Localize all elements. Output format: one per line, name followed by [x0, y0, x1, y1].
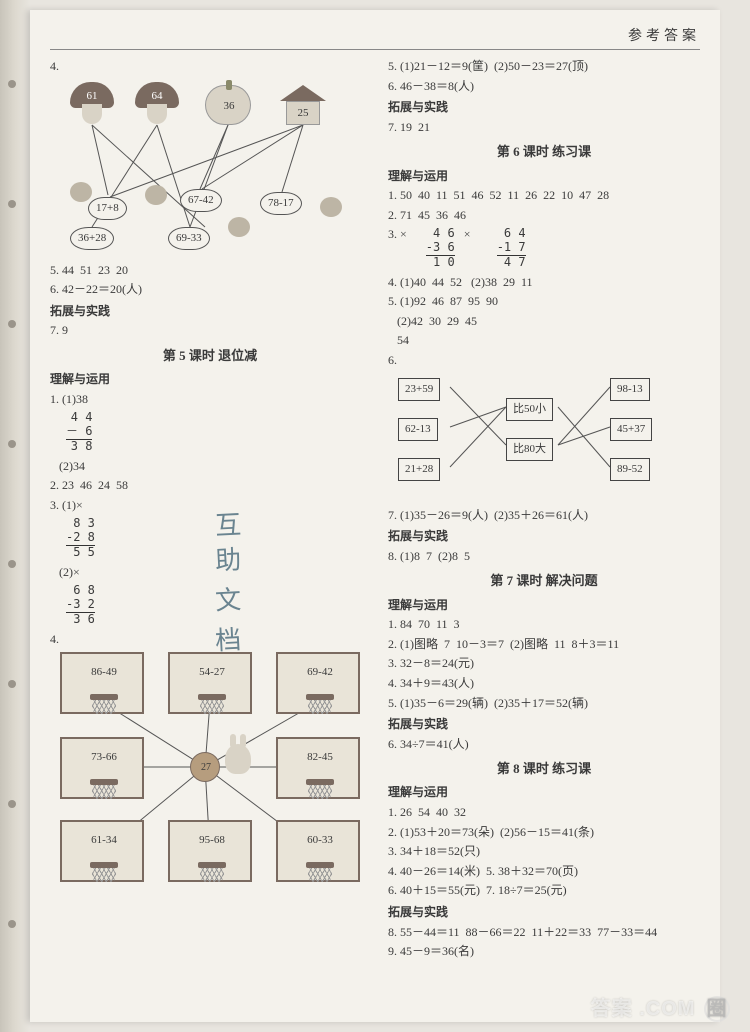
l8-q4: 4. 40－26＝14(米) 5. 38＋32＝70(页): [388, 862, 700, 881]
l7-q5: 5. (1)35－6＝29(辆) (2)35＋17＝52(辆): [388, 694, 700, 713]
l6-q2: 2. 71 45 36 46: [388, 206, 700, 225]
r-q7: 7. 19 21: [388, 118, 700, 137]
l6-q8: 8. (1)8 7 (2)8 5: [388, 547, 700, 566]
l7-q6: 6. 34÷7＝41(人): [388, 735, 700, 754]
l8-q6: 6. 40＋15＝55(元) 7. 18÷7＝25(元): [388, 881, 700, 900]
l7-q1: 1. 84 70 11 3: [388, 615, 700, 634]
l6-q4: 4. (1)40 44 52 (2)38 29 11: [388, 273, 700, 292]
l6-q3m: ×: [464, 225, 478, 244]
l5-q3a: 3. (1)×: [50, 496, 370, 515]
hoop: 60-33: [276, 820, 360, 882]
handwriting-2: 助: [214, 539, 242, 577]
animal-icon: [70, 182, 92, 202]
compare-box: 比50小: [506, 398, 553, 421]
l8-q3: 3. 34＋18＝52(只): [388, 842, 700, 861]
p4-top-item: 25: [280, 85, 326, 125]
animal-icon: [228, 217, 250, 237]
expr-oval: 17+8: [88, 197, 127, 220]
expr-oval: 36+28: [70, 227, 114, 250]
hoop: 95-68: [168, 820, 252, 882]
understand-header: 理解与运用: [50, 370, 370, 389]
handwriting-3: 文: [214, 579, 242, 617]
compare-box: 21+28: [398, 458, 440, 481]
l6-q7: 7. (1)35－26＝9(人) (2)35＋26＝61(人): [388, 506, 700, 525]
l8-q1: 1. 26 54 40 32: [388, 803, 700, 822]
l7-q4: 4. 34＋9＝43(人): [388, 674, 700, 693]
lesson5-title: 第 5 课时 退位减: [50, 346, 370, 366]
l8-q9: 9. 45－9＝36(名): [388, 942, 700, 961]
l8-q2: 2. (1)53＋20＝73(朵) (2)56－15＝41(条): [388, 823, 700, 842]
p4-top-item: 64: [135, 82, 179, 126]
compare-box: 98-13: [610, 378, 650, 401]
expr-oval: 69-33: [168, 227, 210, 250]
hoop: 73-66: [60, 737, 144, 799]
vmath-r1: 4 6-3 61 0: [426, 227, 455, 269]
lesson7-title: 第 7 课时 解决问题: [388, 571, 700, 591]
right-column: 5. (1)21－12＝9(筐) (2)50－23＝27(顶) 6. 46－38…: [388, 56, 700, 1007]
l7-q3: 3. 32－8＝24(元): [388, 654, 700, 673]
r-ly6: 理解与运用: [388, 167, 700, 186]
l7-ext: 拓展与实践: [388, 715, 700, 734]
l7-q2: 2. (1)图略 7 10－3＝7 (2)图略 11 8＋3＝11: [388, 635, 700, 654]
l6-q5a: 5. (1)92 46 87 95 90: [388, 292, 700, 311]
handwriting-4: 档: [214, 619, 242, 657]
l6-q1: 1. 50 40 11 51 46 52 11 26 22 10 47 28: [388, 186, 700, 205]
vmath-4: 6 8 -3 2 3 6: [66, 584, 95, 626]
expr-oval: 78-17: [260, 192, 302, 215]
l5-q4-label: 4.: [50, 630, 370, 649]
compare-box: 62-13: [398, 418, 438, 441]
p4-top-item: 36: [205, 85, 251, 125]
site-watermark: 答案 .COM 圈: [591, 992, 730, 1022]
expr-oval: 67-42: [180, 189, 222, 212]
p4-top-item: 61: [70, 82, 114, 126]
q7: 7. 9: [50, 321, 370, 340]
left-column: 4. 61 64 36 25 17+8 67-42 78-17 36+28 69-33 5. 4…: [50, 56, 370, 1007]
q5: 5. 44 51 23 20: [50, 261, 370, 280]
vmath-r2: 6 4-1 74 7: [497, 227, 526, 269]
compare-box: 45+37: [610, 418, 652, 441]
l5-q2: 2. 23 46 24 58: [50, 476, 370, 495]
p6-compare-diagram: 23+59 62-13 21+28 比50小比80大 98-13 45+37 89-52: [388, 373, 698, 503]
l6-q6: 6.: [388, 351, 700, 370]
answer-page: 参考答案 4. 61 64 36 25 17+8 67-42 78-17 36+28 69-33…: [30, 10, 720, 1022]
bunny-icon: [225, 744, 251, 774]
handwriting-1: 互: [214, 504, 242, 542]
r-ext: 拓展与实践: [388, 98, 700, 117]
hoop: 86-49: [60, 652, 144, 714]
lesson6-title: 第 6 课时 练习课: [388, 142, 700, 162]
q6: 6. 42－22＝20(人): [50, 280, 370, 299]
q4-matching-diagram: 61 64 36 25 17+8 67-42 78-17 36+28 69-33: [50, 77, 360, 257]
page-binding: [0, 0, 30, 1032]
l8-ext: 拓展与实践: [388, 903, 700, 922]
animal-icon: [145, 185, 167, 205]
hoop: 69-42: [276, 652, 360, 714]
hoop: 54-27: [168, 652, 252, 714]
l6-q5b: (2)42 30 29 45: [388, 312, 700, 331]
vmath-3: 8 3 -2 8 5 5: [66, 517, 95, 559]
vmath-1: 4 4 － 6 3 8: [66, 411, 92, 453]
l6-q5c: 54: [388, 331, 700, 350]
hoop: 82-45: [276, 737, 360, 799]
l5-q1b: (2)34: [50, 457, 370, 476]
q4-label: 4.: [50, 57, 370, 76]
page-header: 参考答案: [50, 25, 700, 50]
r-q6: 6. 46－38＝8(人): [388, 77, 700, 96]
r-ly8: 理解与运用: [388, 783, 700, 802]
hoop: 61-34: [60, 820, 144, 882]
l5-q1a: 1. (1)38: [50, 390, 370, 409]
l6-q3l: 3. ×: [388, 227, 407, 241]
compare-box: 比80大: [506, 438, 553, 461]
watermark-circle-icon: 圈: [704, 996, 730, 1022]
ext-header: 拓展与实践: [50, 302, 370, 321]
hoops-diagram: 86-49 54-27 69-42 73-66 82-45 61-34 95-68 60-33…: [50, 652, 370, 882]
l5-q3b: (2)×: [50, 563, 370, 582]
l8-q8: 8. 55－44＝11 88－66＝22 11＋22＝33 77－33＝44: [388, 923, 700, 942]
l6-ext: 拓展与实践: [388, 527, 700, 546]
animal-icon: [320, 197, 342, 217]
compare-box: 23+59: [398, 378, 440, 401]
compare-box: 89-52: [610, 458, 650, 481]
lesson8-title: 第 8 课时 练习课: [388, 759, 700, 779]
r-q5: 5. (1)21－12＝9(筐) (2)50－23＝27(顶): [388, 57, 700, 76]
r-ly7: 理解与运用: [388, 596, 700, 615]
